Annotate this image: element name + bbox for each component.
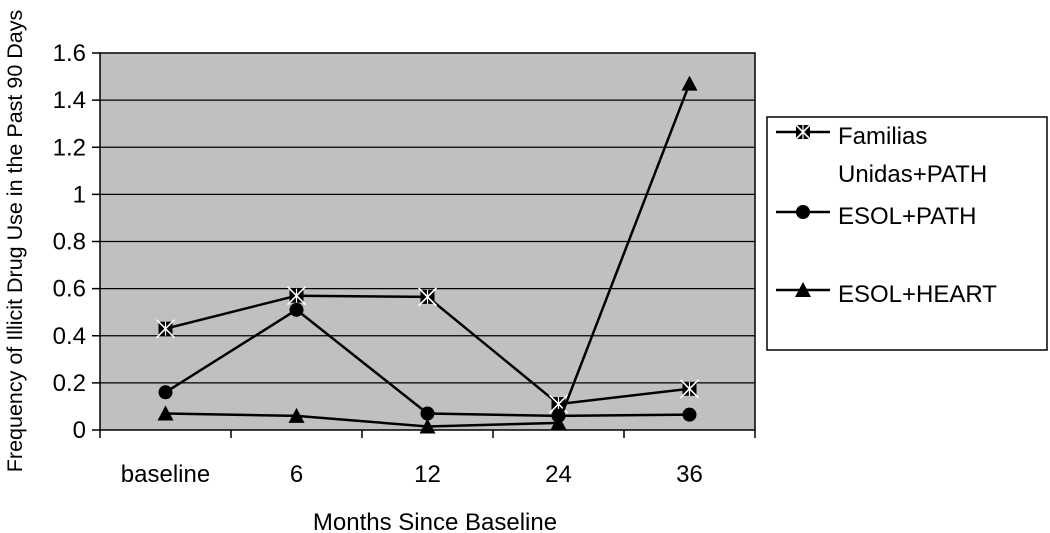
y-tick-label: 1.6: [53, 40, 86, 67]
data-point: [288, 407, 305, 423]
y-tick-label: 0.4: [53, 323, 86, 350]
y-tick-label: 0.6: [53, 276, 86, 303]
x-axis-title: Months Since Baseline: [313, 509, 557, 533]
legend-label: Unidas+PATH: [838, 161, 987, 188]
legend: Familias Unidas+PATH ESOL+PATH ESOL+HEART: [766, 116, 1048, 351]
data-point: [420, 406, 435, 421]
legend-label: ESOL+HEART: [838, 281, 997, 308]
x-tick-label: 24: [545, 461, 572, 488]
data-point: [417, 287, 438, 307]
y-tick-label: 1.4: [53, 87, 86, 114]
x-tick-label: 36: [676, 461, 703, 488]
y-tick-label: 0.2: [53, 370, 86, 397]
y-axis-title: Frequency of Illicit Drug Use in the Pas…: [3, 10, 27, 472]
data-point: [157, 405, 174, 421]
series-familias-unidas-path: [155, 286, 700, 414]
y-tick-label: 1.2: [53, 134, 86, 161]
axes: [92, 52, 756, 438]
data-point: [419, 418, 436, 434]
data-point: [679, 379, 700, 399]
legend-item: ESOL+PATH: [776, 203, 977, 230]
data-point: [286, 286, 307, 306]
y-tick-label: 0: [73, 417, 86, 444]
legend-label: Familias: [838, 123, 927, 150]
data-point: [155, 319, 176, 339]
data-point: [289, 302, 304, 317]
x-tick-label: 6: [290, 461, 303, 488]
legend-item: ESOL+HEART: [776, 281, 997, 308]
y-tick-labels: 0 0.2 0.4 0.6 0.8 1 1.2 1.4 1.6: [53, 40, 86, 444]
data-point: [158, 385, 173, 400]
x-tick-label: 12: [414, 461, 441, 488]
series-esol-heart: [157, 75, 698, 434]
legend-item: Familias Unidas+PATH: [776, 122, 987, 188]
data-point: [550, 414, 567, 430]
x-tick-label: baseline: [121, 461, 210, 488]
data-point: [681, 75, 698, 91]
x-tick-labels: baseline 6 12 24 36: [121, 461, 703, 488]
legend-label: ESOL+PATH: [838, 203, 977, 230]
data-point: [682, 407, 697, 422]
legend-box: [766, 116, 1048, 351]
data-point: [793, 122, 813, 142]
y-tick-label: 1: [73, 181, 86, 208]
gridlines: [100, 99, 755, 384]
legend-items: Familias Unidas+PATH ESOL+PATH ESOL+HEART: [776, 122, 997, 308]
data-point: [796, 205, 810, 219]
y-tick-label: 0.8: [53, 229, 86, 256]
series-group: [155, 75, 700, 434]
data-point: [795, 282, 811, 297]
